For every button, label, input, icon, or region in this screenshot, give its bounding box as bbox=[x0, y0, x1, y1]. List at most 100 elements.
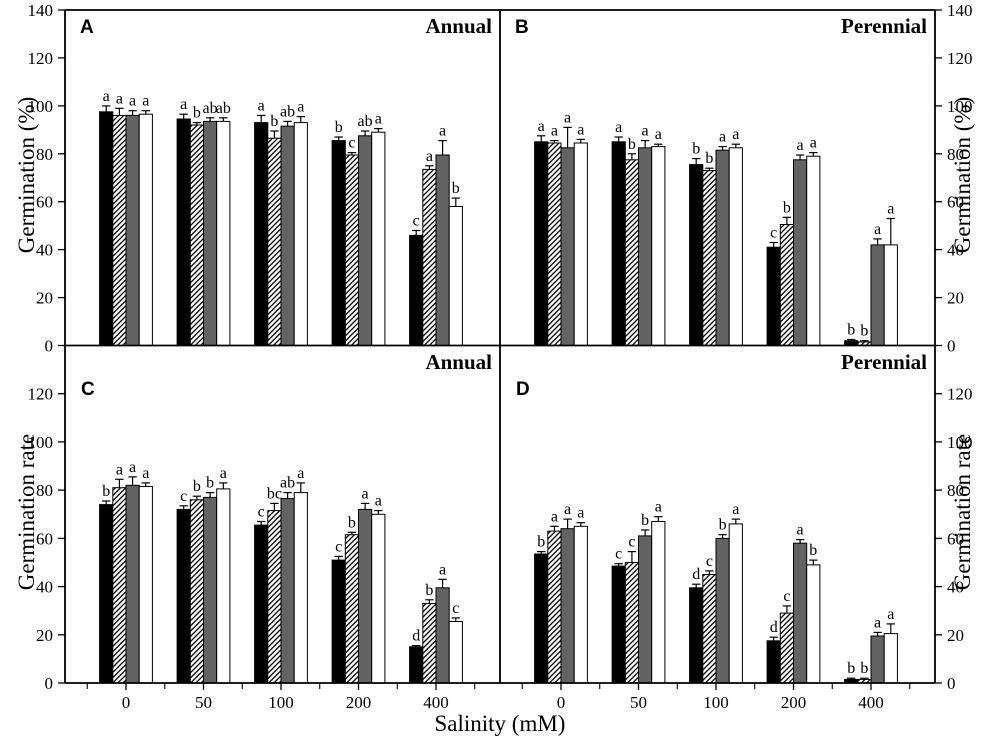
bar-solid-black bbox=[766, 246, 781, 346]
sig-letter: a bbox=[732, 501, 739, 518]
y-tick-label-left: 40 bbox=[36, 578, 53, 597]
bar-solid-gray bbox=[560, 147, 575, 346]
bar-solid-gray bbox=[870, 635, 885, 684]
sig-letter: a bbox=[810, 135, 817, 152]
x-tick-label: 100 bbox=[268, 693, 294, 712]
bar-solid-black bbox=[534, 553, 549, 684]
sig-letter: a bbox=[180, 96, 187, 113]
panel-title-annual-bottom: Annual bbox=[425, 350, 492, 374]
sig-letter: a bbox=[874, 614, 881, 631]
sig-letter: c bbox=[783, 588, 790, 605]
bar-open-white bbox=[293, 492, 308, 684]
bar-diagonal-hatch bbox=[779, 612, 794, 684]
bar-diagonal-hatch bbox=[344, 534, 359, 684]
y-tick-label-left: 120 bbox=[28, 49, 54, 68]
bar-open-white bbox=[573, 142, 588, 346]
bar-diagonal-hatch bbox=[112, 487, 127, 684]
sig-letter: a bbox=[887, 201, 894, 218]
y-tick-label-left: 0 bbox=[45, 337, 54, 356]
sig-letter: c bbox=[452, 600, 459, 617]
bar-diagonal-hatch bbox=[624, 562, 639, 684]
x-axis-label: Salinity (mM) bbox=[434, 711, 566, 736]
bar-solid-gray bbox=[125, 114, 140, 347]
sig-letter: a bbox=[797, 137, 804, 154]
bar-solid-gray bbox=[638, 535, 653, 684]
sig-letter: a bbox=[116, 90, 123, 107]
sig-letter: a bbox=[615, 119, 622, 136]
y-tick-label-right: 60 bbox=[947, 193, 964, 212]
sig-letter: c bbox=[258, 504, 265, 521]
y-tick-label-left: 60 bbox=[36, 529, 53, 548]
bar-open-white bbox=[728, 147, 743, 346]
bar-open-white bbox=[371, 131, 386, 346]
sig-letter: c bbox=[348, 135, 355, 152]
bar-diagonal-hatch bbox=[624, 159, 639, 346]
bar-diagonal-hatch bbox=[547, 142, 562, 346]
panel-letter-b: B bbox=[515, 17, 529, 38]
bar-solid-black bbox=[254, 122, 269, 346]
bar-diagonal-hatch bbox=[422, 602, 437, 684]
x-tick-label: 0 bbox=[557, 693, 566, 712]
bar-solid-black bbox=[409, 646, 424, 684]
bar-open-white bbox=[448, 621, 463, 684]
sig-letter: b bbox=[425, 582, 433, 599]
y-axis-label-bottom-left: Germination rate bbox=[14, 433, 39, 591]
y-tick-label-left: 100 bbox=[28, 97, 54, 116]
y-tick-label-right: 40 bbox=[947, 241, 964, 260]
sig-letter: a bbox=[655, 126, 662, 143]
bar-open-white bbox=[138, 486, 153, 684]
y-tick-label-left: 80 bbox=[36, 481, 53, 500]
y-tick-label-right: 20 bbox=[947, 626, 964, 645]
sig-letter: a bbox=[538, 118, 545, 135]
x-tick-label: 50 bbox=[630, 693, 647, 712]
y-tick-label-right: 100 bbox=[947, 97, 973, 116]
sig-letter: a bbox=[426, 148, 433, 165]
sig-letter: b bbox=[783, 199, 791, 216]
y-tick-label-left: 80 bbox=[36, 145, 53, 164]
sig-letter: a bbox=[642, 123, 649, 140]
x-tick-label: 400 bbox=[858, 693, 884, 712]
sig-letter: c bbox=[628, 534, 635, 551]
sig-letter: a bbox=[551, 123, 558, 140]
panel-letter-a: A bbox=[80, 17, 94, 38]
bar-solid-gray bbox=[280, 498, 295, 684]
bar-solid-gray bbox=[638, 147, 653, 346]
bar-solid-gray bbox=[715, 149, 730, 346]
y-tick-label-left: 20 bbox=[36, 626, 53, 645]
sig-letter: a bbox=[551, 508, 558, 525]
bar-solid-black bbox=[689, 587, 704, 684]
bar-solid-black bbox=[99, 111, 114, 346]
bar-open-white bbox=[371, 513, 386, 684]
bar-open-white bbox=[293, 122, 308, 346]
sig-letter: b bbox=[860, 323, 868, 340]
bar-solid-gray bbox=[203, 496, 218, 684]
sig-letter: a bbox=[874, 221, 881, 238]
bar-diagonal-hatch bbox=[267, 510, 282, 684]
y-tick-label-right: 60 bbox=[947, 529, 964, 548]
sig-letter: a bbox=[297, 99, 304, 116]
y-axis-label-bottom-right: Germination rate bbox=[950, 433, 975, 591]
bar-solid-gray bbox=[560, 528, 575, 684]
sig-letter: b bbox=[452, 180, 460, 197]
sig-letter: b bbox=[860, 660, 868, 677]
y-axis-label-top-left: Germination (%) bbox=[14, 96, 39, 254]
sig-letter: a bbox=[797, 522, 804, 539]
bar-open-white bbox=[573, 525, 588, 684]
bar-open-white bbox=[138, 113, 153, 346]
sig-letter: b bbox=[335, 119, 343, 136]
bar-solid-black bbox=[176, 508, 191, 684]
bar-diagonal-hatch bbox=[112, 114, 127, 347]
y-tick-label-right: 0 bbox=[947, 337, 956, 356]
y-tick-label-right: 100 bbox=[947, 433, 973, 452]
bar-open-white bbox=[216, 488, 231, 684]
bar-solid-black bbox=[534, 141, 549, 346]
y-tick-label-right: 80 bbox=[947, 481, 964, 500]
sig-letter: c bbox=[180, 488, 187, 505]
sig-letter: a bbox=[220, 465, 227, 482]
sig-letter: b bbox=[719, 517, 727, 534]
x-tick-label: 0 bbox=[122, 693, 131, 712]
bar-solid-gray bbox=[358, 508, 373, 684]
sig-letter: c bbox=[770, 225, 777, 242]
